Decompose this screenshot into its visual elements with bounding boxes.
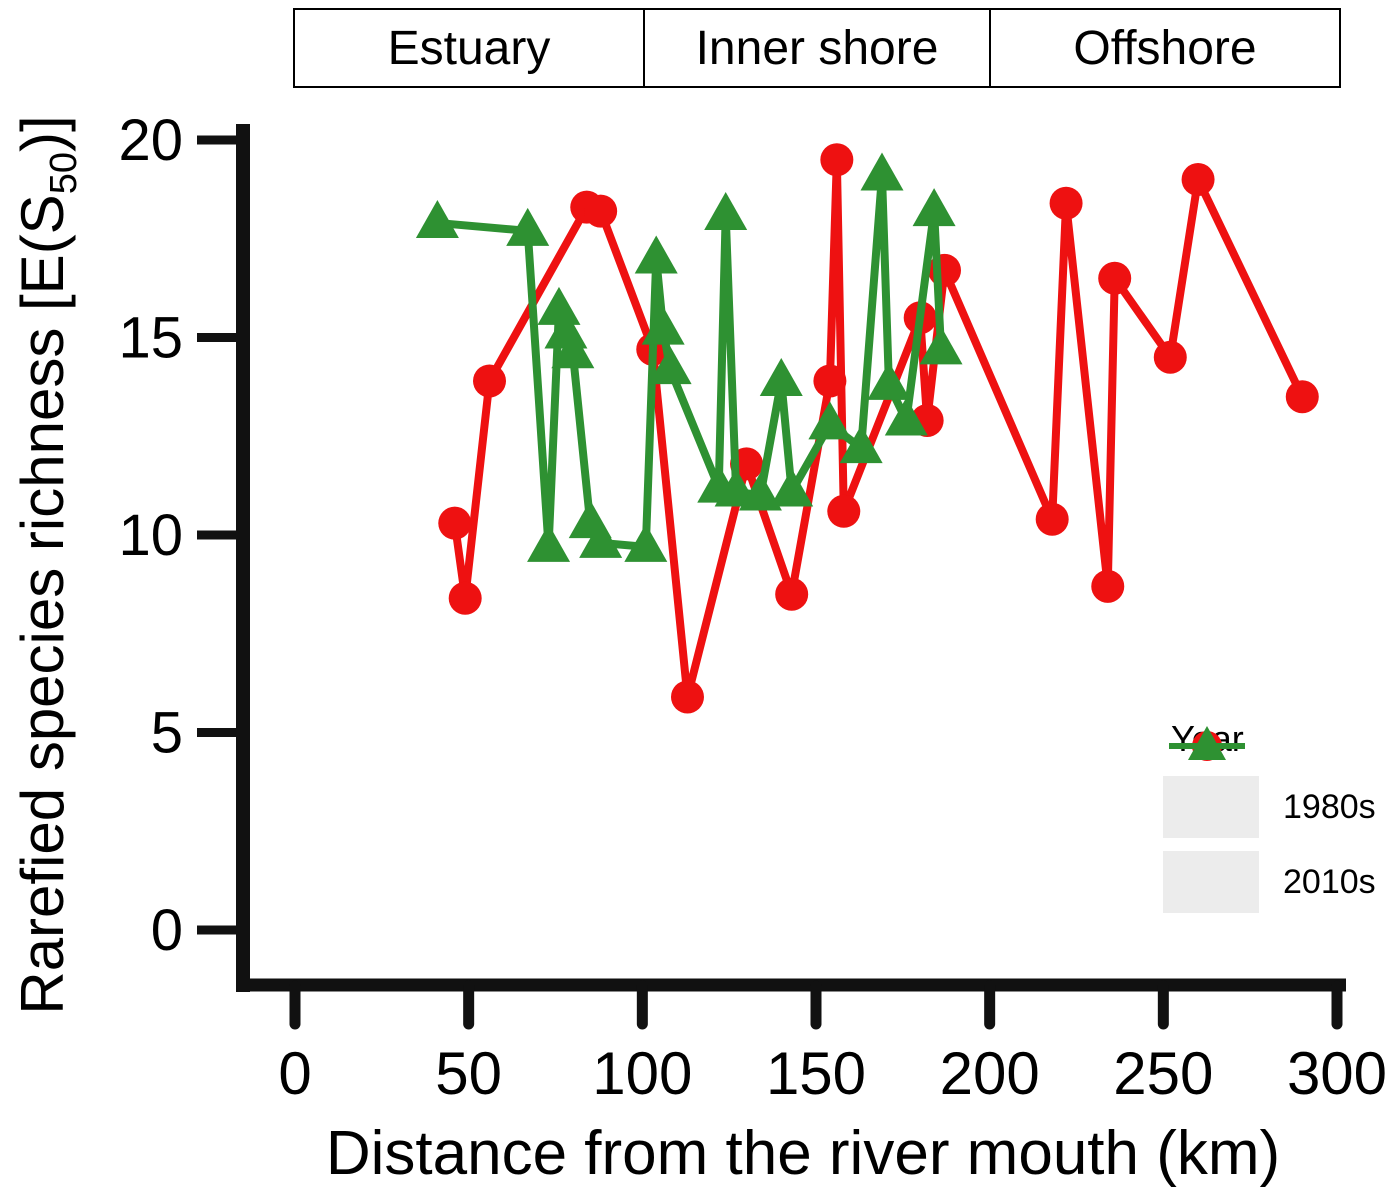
data-point-2010s xyxy=(867,361,911,400)
y-tick-label: 5 xyxy=(151,701,183,766)
data-point-1980s xyxy=(1153,340,1187,374)
y-tick-label: 0 xyxy=(151,898,183,963)
series-2010s-line xyxy=(433,171,946,551)
data-point-2010s xyxy=(770,468,814,507)
data-point-2010s xyxy=(884,397,928,436)
legend-label-2010s: 2010s xyxy=(1283,862,1376,901)
data-point-1980s xyxy=(448,581,482,615)
series-1980s xyxy=(438,143,1319,714)
y-tick-label: 20 xyxy=(118,108,183,173)
data-point-1980s xyxy=(813,364,847,398)
data-point-1980s xyxy=(438,506,472,540)
data-point-2010s xyxy=(808,401,852,440)
legend-entry-2010s: 2010s xyxy=(1163,726,1376,913)
data-point-2010s xyxy=(704,192,748,231)
triangle-marker-icon xyxy=(1169,726,1245,760)
zone-estuary: Estuary xyxy=(293,8,645,88)
data-point-1980s xyxy=(1181,163,1215,196)
data-point-2010s xyxy=(648,346,692,385)
data-point-2010s xyxy=(860,152,904,191)
data-point-1980s xyxy=(827,494,861,528)
x-tick-label: 100 xyxy=(592,1040,692,1107)
data-point-1980s xyxy=(820,143,854,177)
data-point-2010s xyxy=(579,519,623,558)
x-tick-label: 300 xyxy=(1287,1040,1387,1107)
x-tick-label: 250 xyxy=(1113,1040,1213,1107)
legend-label-1980s: 1980s xyxy=(1283,787,1376,826)
data-point-1980s xyxy=(1091,569,1125,603)
legend-entries: 1980s 2010s xyxy=(1163,726,1376,913)
x-tick-label: 50 xyxy=(435,1040,502,1107)
data-point-2010s xyxy=(624,523,668,562)
y-tick-label: 10 xyxy=(118,503,183,568)
x-tick-label: 0 xyxy=(278,1040,311,1107)
data-point-2010s xyxy=(537,286,581,325)
y-tick-label: 15 xyxy=(118,306,183,371)
data-point-2010s xyxy=(634,235,678,274)
zone-inner-shore: Inner shore xyxy=(643,8,991,88)
data-point-2010s xyxy=(912,188,956,227)
data-point-2010s xyxy=(415,199,459,238)
zone-offshore: Offshore xyxy=(989,8,1341,88)
data-point-1980s xyxy=(1049,186,1083,220)
data-point-1980s xyxy=(1098,261,1132,295)
data-point-2010s xyxy=(506,207,550,246)
series-2010s xyxy=(415,152,963,562)
legend-entry-1980s: 1980s xyxy=(1163,731,1376,838)
x-tick-label: 150 xyxy=(766,1040,866,1107)
data-point-2010s xyxy=(551,330,595,369)
x-axis-title: Distance from the river mouth (km) xyxy=(325,1119,1281,1188)
data-point-1980s xyxy=(584,194,618,228)
data-point-1980s xyxy=(670,680,704,714)
x-tick-label: 200 xyxy=(940,1040,1040,1107)
data-point-2010s xyxy=(738,472,782,511)
data-point-2010s xyxy=(759,357,803,396)
data-point-1980s xyxy=(775,577,809,611)
legend-key-1980s xyxy=(1163,731,1259,838)
data-point-1980s xyxy=(1035,502,1069,536)
data-point-2010s xyxy=(839,425,883,464)
legend-key-2010s xyxy=(1163,726,1259,913)
data-point-2010s xyxy=(641,306,685,345)
data-point-2010s xyxy=(527,523,571,562)
data-point-2010s xyxy=(919,326,963,365)
data-point-1980s xyxy=(1285,380,1319,414)
data-point-1980s xyxy=(473,364,507,398)
